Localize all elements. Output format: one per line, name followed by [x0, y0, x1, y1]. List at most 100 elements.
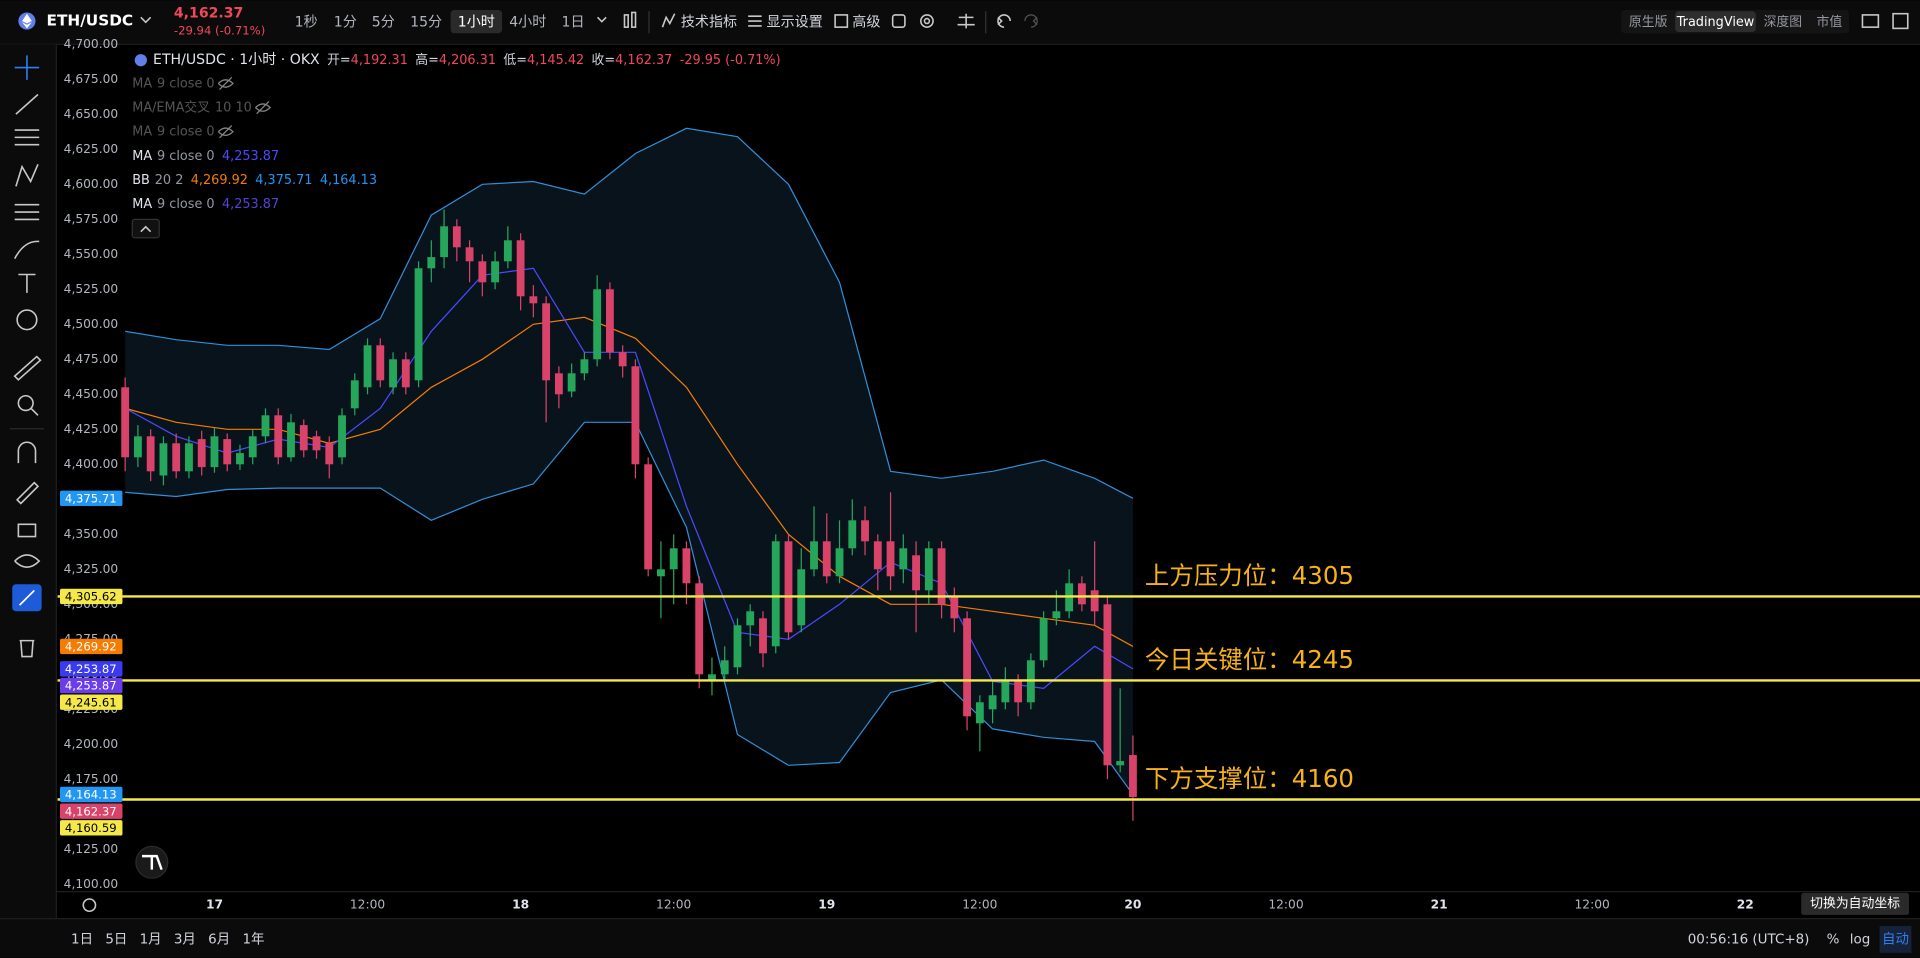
indicator-row[interactable]: BB 20 2 4,269.92 4,375.71 4,164.13	[132, 172, 377, 187]
x-tick-label: 12:00	[1575, 898, 1610, 912]
y-tick-label: 4,650.00	[64, 107, 118, 121]
candle-body	[401, 359, 410, 388]
indicator-row[interactable]: MA/EMA交叉 10 10	[132, 99, 252, 115]
hidden-eye-icon[interactable]	[217, 125, 234, 139]
scale-option[interactable]: %	[1827, 932, 1840, 947]
indicator-row[interactable]: MA 9 close 0	[132, 76, 214, 91]
fullscreen-icon[interactable]	[1892, 12, 1909, 30]
pattern-tool[interactable]	[15, 163, 39, 187]
toolbar-button[interactable]: 高级	[852, 13, 880, 30]
indicator-name: MA	[132, 197, 152, 212]
indicator-name: MA	[132, 148, 152, 163]
advanced-icon[interactable]	[834, 14, 849, 28]
candle-body	[503, 240, 512, 262]
candle-type-icon[interactable]	[623, 11, 637, 28]
legend-header: ETH/USDC · 1小时 · OKX 开=4,192.31 高=4,206.31…	[153, 52, 781, 68]
interval-button[interactable]: 1秒	[295, 14, 318, 30]
interval-button[interactable]: 5分	[372, 14, 395, 30]
lock-draw-tool[interactable]	[16, 481, 40, 505]
candle-body	[338, 415, 346, 458]
interval-button[interactable]: 1小时	[458, 14, 495, 30]
view-button[interactable]: 深度图	[1764, 14, 1803, 30]
interval-button[interactable]: 4小时	[509, 14, 546, 30]
projection-tool[interactable]	[14, 203, 40, 221]
range-button[interactable]: 5日	[105, 932, 127, 947]
legend-collapse[interactable]	[131, 218, 160, 239]
interval-button[interactable]: 1日	[562, 14, 585, 30]
indicators-icon[interactable]	[661, 13, 676, 28]
scale-option[interactable]: log	[1850, 932, 1871, 947]
symbol-dropdown[interactable]	[140, 16, 152, 24]
hidden-eye-icon[interactable]	[255, 101, 272, 115]
indicator-name: MA	[132, 124, 152, 139]
candle-body	[1052, 611, 1061, 619]
bb-band-fill	[125, 128, 1133, 795]
indicator-params: 10 10	[215, 100, 252, 115]
candle-body	[287, 422, 295, 458]
redo-icon[interactable]	[1024, 14, 1038, 28]
snapshot-icon[interactable]	[891, 14, 906, 28]
indicator-row[interactable]: MA 9 close 0 4,253.87	[132, 148, 279, 163]
interval-dropdown[interactable]	[596, 16, 607, 23]
price-tag-bg	[60, 677, 123, 694]
indicator-row[interactable]: MA 9 close 0 4,253.87	[132, 197, 279, 212]
ohlc-value: 4,162.37	[615, 53, 672, 68]
range-button[interactable]: 1年	[242, 931, 264, 947]
tv-logo-glyph	[142, 854, 163, 871]
view-button[interactable]: 原生版	[1629, 15, 1668, 30]
indicator-value: 4,375.71	[255, 172, 312, 187]
range-button[interactable]: 3月	[174, 932, 196, 947]
emoji-tool[interactable]	[16, 309, 38, 331]
range-button[interactable]: 1日	[71, 932, 93, 947]
toolbar-button[interactable]: 显示设置	[767, 14, 823, 30]
range-button[interactable]: 6月	[208, 932, 230, 947]
candle-body	[554, 373, 563, 395]
price-tag-bg	[60, 490, 123, 507]
lock-tool[interactable]	[17, 523, 37, 538]
interval-button[interactable]: 15分	[410, 14, 442, 30]
zoom-tool[interactable]	[17, 394, 34, 412]
toolbar-button[interactable]: 技术指标	[681, 14, 737, 30]
x-tick-label: 12:00	[656, 898, 691, 912]
undo-icon[interactable]	[997, 14, 1011, 28]
candle-body	[912, 555, 920, 591]
delete-tool[interactable]	[19, 639, 35, 658]
candle-body	[363, 345, 372, 388]
x-tick-label: 12:00	[1268, 898, 1303, 912]
trendline-tool[interactable]	[15, 93, 39, 115]
ruler-tool[interactable]	[13, 355, 42, 381]
view-button[interactable]: TradingView	[1676, 15, 1755, 30]
candle-body	[899, 548, 908, 570]
axis-settings[interactable]	[82, 898, 97, 913]
candle-body	[121, 387, 130, 458]
y-tick-label: 4,200.00	[64, 737, 118, 751]
layout-icon[interactable]	[1861, 14, 1880, 28]
indicator-value: 4,253.87	[222, 148, 279, 163]
scale-option[interactable]: 自动	[1882, 931, 1909, 947]
view-button[interactable]: 市值	[1817, 14, 1843, 30]
candle-body	[695, 583, 704, 675]
candle-body	[478, 261, 487, 283]
settings-icon[interactable]	[920, 14, 934, 28]
brush-tool[interactable]	[13, 240, 40, 259]
ohlc-value: 4,145.42	[527, 53, 584, 68]
y-tick-label: 4,550.00	[64, 247, 118, 261]
range-button[interactable]: 1月	[140, 932, 162, 947]
visibility-tool[interactable]	[14, 554, 41, 568]
magnet-tool[interactable]	[17, 441, 37, 464]
indicator-row[interactable]: MA 9 close 0	[132, 124, 214, 139]
candle-body	[1014, 681, 1023, 703]
hidden-eye-icon[interactable]	[217, 76, 234, 91]
candle-body	[759, 618, 767, 654]
candle-body	[784, 541, 793, 633]
symbol[interactable]: ETH/USDC	[47, 12, 134, 30]
compare-icon[interactable]	[957, 13, 975, 29]
candle-body	[873, 541, 882, 570]
display-icon[interactable]	[748, 15, 762, 27]
ohlc-key: 高=	[415, 52, 439, 68]
text-tool[interactable]	[18, 273, 36, 293]
crosshair-tool[interactable]	[14, 55, 40, 80]
interval-button[interactable]: 1分	[334, 14, 357, 30]
fib-tool[interactable]	[14, 129, 40, 146]
